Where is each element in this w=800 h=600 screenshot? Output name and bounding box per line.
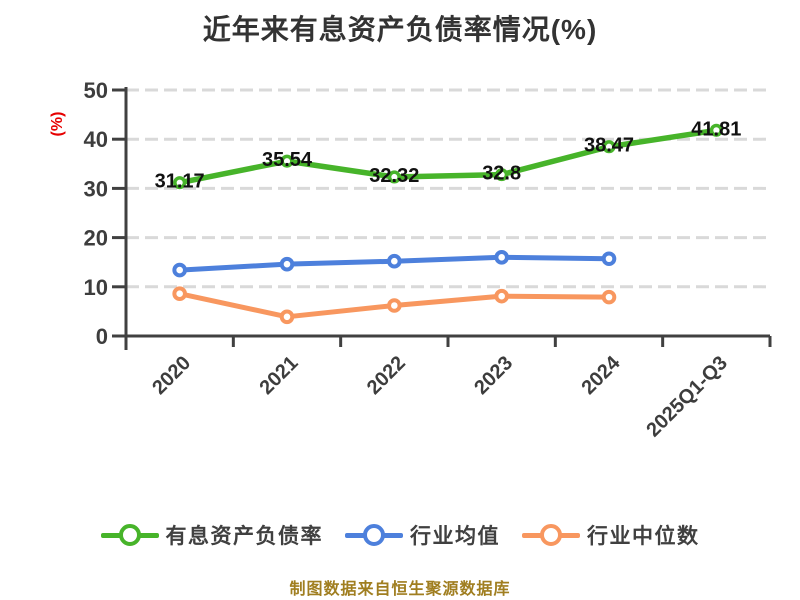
x-axis-label-2025Q1-Q3: 2025Q1-Q3	[642, 352, 731, 441]
data-point[interactable]	[494, 249, 509, 265]
y-tick-label: 10	[84, 275, 108, 300]
data-point[interactable]	[280, 154, 294, 168]
data-point[interactable]	[601, 289, 617, 305]
data-point[interactable]	[173, 176, 187, 190]
x-axis-label-2024: 2024	[578, 351, 626, 399]
value-label: 32.8	[482, 163, 521, 185]
legend-marker-icon	[522, 522, 580, 548]
x-axis-label-2023: 2023	[470, 352, 517, 399]
data-point[interactable]	[279, 309, 295, 325]
data-point[interactable]	[172, 286, 187, 301]
data-point[interactable]	[601, 251, 617, 267]
series-line-0	[179, 127, 717, 186]
x-axis-label-2020: 2020	[148, 352, 195, 399]
data-point[interactable]	[279, 256, 295, 272]
legend-item-2[interactable]: 行业中位数	[522, 520, 700, 550]
data-point[interactable]	[387, 170, 401, 184]
data-point[interactable]	[387, 298, 402, 313]
legend-label: 行业均值	[410, 525, 500, 548]
legend-label: 有息资产负债率	[165, 525, 323, 548]
y-tick-label: 0	[96, 324, 108, 349]
y-tick-label: 20	[84, 226, 108, 251]
chart-legend: 有息资产负债率 行业均值 行业中位数	[0, 520, 800, 550]
chart-title: 近年来有息资产负债率情况(%)	[202, 14, 598, 45]
data-point[interactable]	[494, 288, 509, 304]
x-axis-label-2022: 2022	[363, 352, 410, 399]
y-axis-unit-label: (%)	[49, 112, 66, 137]
data-point[interactable]	[172, 262, 187, 278]
data-point[interactable]	[602, 140, 616, 154]
value-label: 38.47	[584, 135, 634, 157]
value-label: 35.54	[262, 149, 313, 171]
y-tick-label: 50	[84, 78, 108, 103]
data-point[interactable]	[495, 168, 509, 182]
legend-label: 行业中位数	[587, 525, 700, 548]
data-point[interactable]	[709, 123, 723, 137]
legend-item-1[interactable]: 行业均值	[345, 520, 500, 550]
data-point[interactable]	[387, 253, 402, 269]
value-label: 32.32	[369, 165, 419, 187]
data-source-note: 制图数据来自恒生聚源数据库	[289, 581, 511, 598]
x-axis-label-2021: 2021	[256, 352, 303, 399]
value-label: 31.17	[155, 171, 205, 193]
legend-marker-icon	[100, 522, 159, 548]
legend-item-0[interactable]: 有息资产负债率	[100, 520, 324, 550]
legend-marker-icon	[345, 522, 403, 548]
y-tick-label: 40	[84, 127, 108, 152]
y-tick-label: 30	[84, 176, 108, 201]
value-label: 41.81	[691, 118, 741, 140]
